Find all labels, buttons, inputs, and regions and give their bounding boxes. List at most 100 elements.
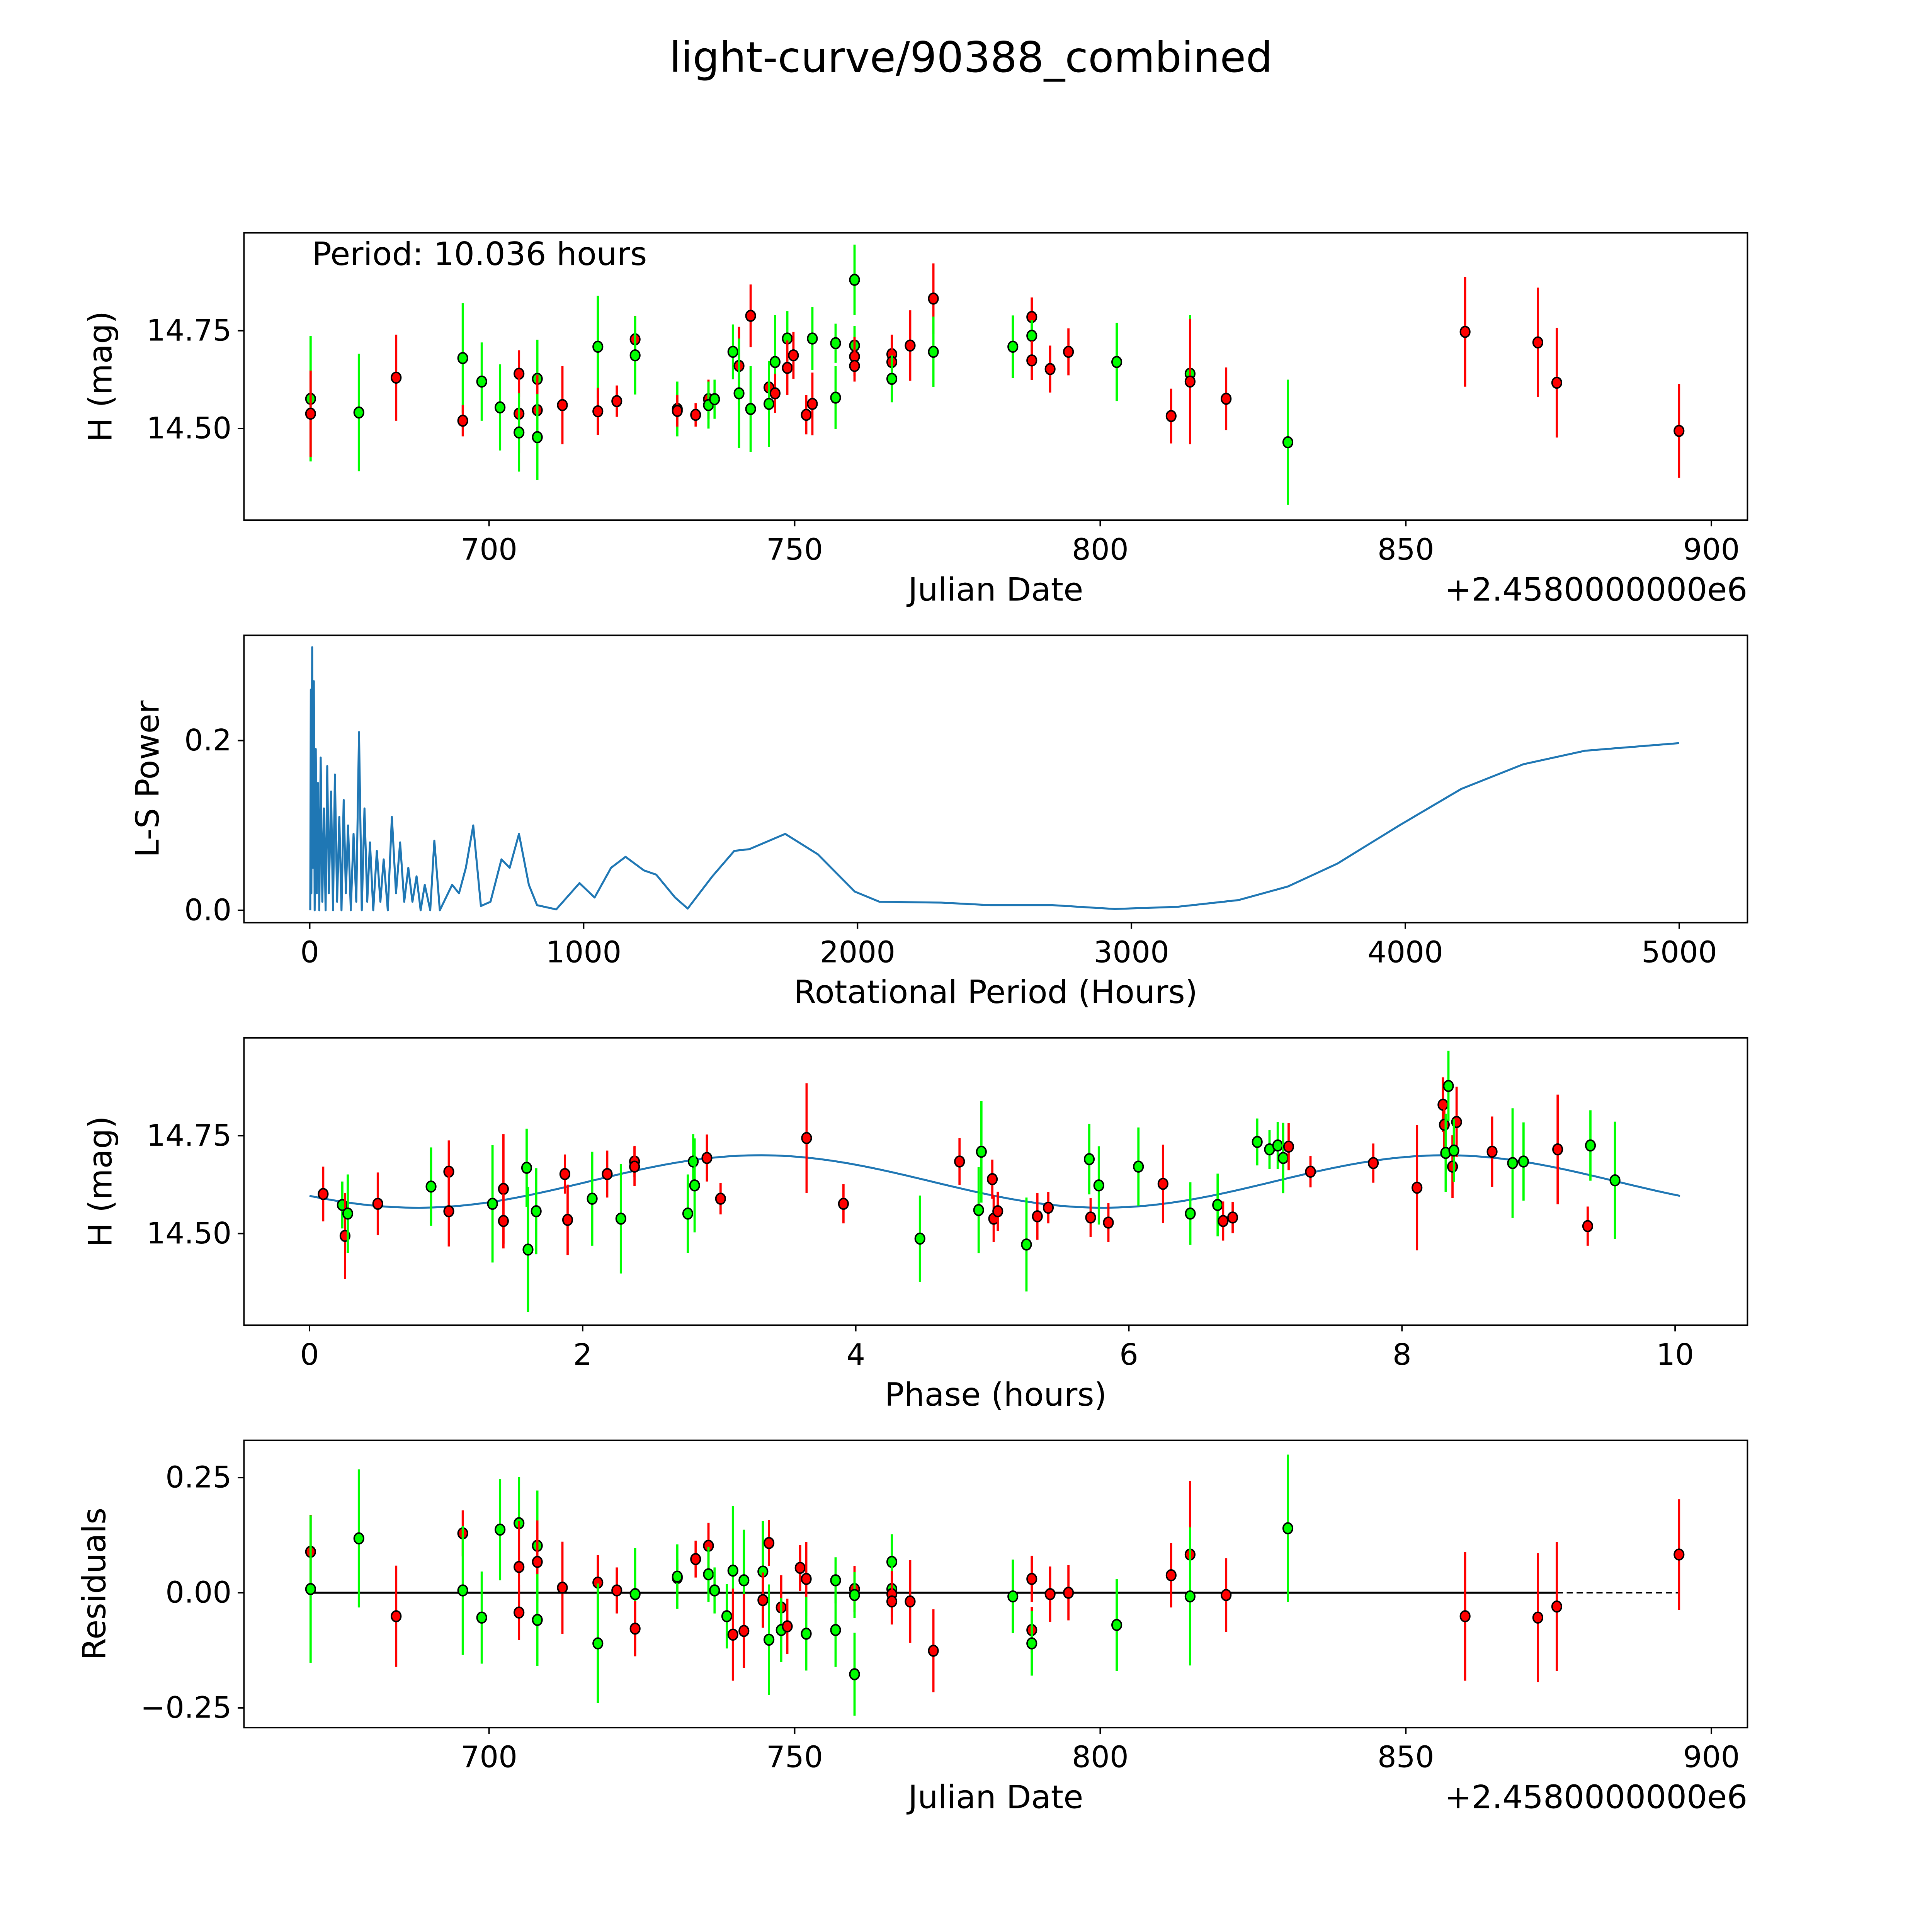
x-tick-label: 850 xyxy=(1378,1740,1434,1775)
data-point-green xyxy=(531,1168,542,1255)
data-point-green xyxy=(592,1583,604,1703)
marker xyxy=(1437,1099,1449,1111)
y-tick-label: 0.0 xyxy=(184,893,231,927)
marker xyxy=(928,345,939,358)
marker xyxy=(1026,354,1037,367)
data-point-red xyxy=(1218,1201,1229,1241)
data-point-green xyxy=(1111,323,1122,401)
y-tick-label: −0.25 xyxy=(141,1691,232,1725)
marker xyxy=(757,1594,769,1606)
marker xyxy=(1021,1238,1032,1251)
data-point-green xyxy=(1021,1197,1032,1292)
marker xyxy=(521,1162,532,1174)
marker xyxy=(1103,1216,1114,1229)
marker xyxy=(1412,1182,1423,1194)
marker xyxy=(830,1574,841,1587)
marker xyxy=(801,1132,812,1144)
data-point-green xyxy=(305,1515,316,1663)
marker xyxy=(905,1595,916,1608)
ls-power-line xyxy=(309,646,1680,912)
marker xyxy=(1063,1587,1074,1599)
data-point-red xyxy=(1221,367,1232,430)
marker xyxy=(372,1197,383,1210)
x-tick-label: 1000 xyxy=(546,935,622,969)
marker xyxy=(1582,1220,1594,1232)
data-point-red xyxy=(849,350,860,382)
marker xyxy=(1111,356,1122,368)
marker xyxy=(1184,375,1196,388)
marker xyxy=(1486,1145,1498,1158)
marker xyxy=(782,1620,793,1633)
data-point-green xyxy=(1609,1121,1621,1239)
data-point-red xyxy=(794,1545,806,1591)
data-point-red xyxy=(592,388,604,435)
x-tick-label: 750 xyxy=(766,1740,823,1775)
marker xyxy=(318,1188,329,1200)
marker xyxy=(559,1168,571,1180)
marker xyxy=(522,1243,534,1256)
marker xyxy=(1518,1155,1529,1168)
marker xyxy=(1609,1174,1621,1187)
marker xyxy=(794,1561,806,1574)
data-point-green xyxy=(764,1584,775,1695)
y-tick-label: 0.25 xyxy=(165,1461,231,1495)
marker xyxy=(592,1637,604,1650)
data-point-green xyxy=(532,1574,543,1666)
marker xyxy=(532,1556,543,1568)
data-point-red xyxy=(905,310,916,381)
marker xyxy=(305,1583,316,1595)
y-axis-label-1: H (mag) xyxy=(82,311,119,442)
x-offset-label-4: +2.4580000000e6 xyxy=(1445,1778,1748,1816)
marker xyxy=(495,401,506,414)
data-point-red xyxy=(1551,328,1563,438)
x-tick-label: 850 xyxy=(1378,533,1434,567)
x-tick-label: 4000 xyxy=(1367,935,1443,969)
data-point-green xyxy=(1184,1527,1196,1666)
data-point-red xyxy=(1283,1123,1294,1170)
x-axis-label-2: Rotational Period (Hours) xyxy=(794,973,1198,1011)
data-point-green xyxy=(973,1167,984,1253)
data-point-red xyxy=(498,1194,509,1248)
data-point-red xyxy=(557,366,568,444)
marker xyxy=(514,1606,525,1619)
marker xyxy=(745,310,756,322)
data-point-green xyxy=(1093,1146,1104,1225)
x-tick-label: 700 xyxy=(461,533,517,567)
marker xyxy=(1305,1165,1316,1178)
marker xyxy=(801,1573,812,1585)
x-tick-label: 900 xyxy=(1683,1740,1740,1775)
data-point-red xyxy=(1221,1558,1232,1632)
marker xyxy=(514,1561,525,1573)
data-point-green xyxy=(689,1138,700,1233)
data-point-green xyxy=(495,364,506,451)
data-point-green xyxy=(495,1479,506,1580)
marker xyxy=(615,1213,626,1225)
marker xyxy=(807,398,818,410)
marker xyxy=(457,1584,468,1597)
marker xyxy=(1185,1208,1196,1220)
data-point-red xyxy=(764,1520,775,1566)
marker xyxy=(592,340,604,353)
marker xyxy=(1532,1611,1544,1624)
data-point-green xyxy=(928,316,939,387)
data-point-green xyxy=(1133,1127,1144,1206)
marker xyxy=(709,1584,720,1597)
data-point-red xyxy=(1227,1202,1238,1233)
data-point-red xyxy=(611,385,622,417)
data-point-green xyxy=(807,307,818,370)
marker xyxy=(457,415,468,427)
data-point-green xyxy=(1083,1124,1095,1195)
x-tick-label: 800 xyxy=(1072,1740,1129,1775)
marker xyxy=(738,1574,750,1587)
marker xyxy=(830,391,841,404)
marker xyxy=(1221,1589,1232,1601)
marker xyxy=(457,352,468,364)
data-point-red xyxy=(1026,1556,1037,1602)
axes-frame-4 xyxy=(243,1439,1748,1729)
marker xyxy=(928,1645,939,1657)
y-tick-label: 0.00 xyxy=(165,1576,231,1610)
marker xyxy=(973,1204,984,1216)
data-point-green xyxy=(1212,1173,1223,1236)
marker xyxy=(849,1589,860,1601)
